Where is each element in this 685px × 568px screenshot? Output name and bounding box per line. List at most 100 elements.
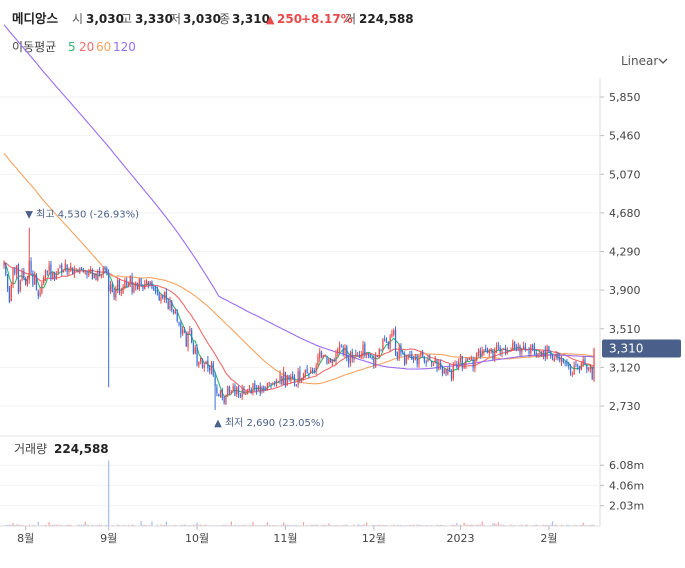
candle-body	[362, 344, 364, 356]
ma-line-20	[3, 261, 595, 394]
candle-body	[218, 394, 220, 397]
volume-bar	[52, 524, 54, 526]
candle-body	[310, 370, 312, 373]
candle-body	[118, 279, 121, 294]
candle-body	[165, 291, 168, 301]
volume-bar	[268, 524, 270, 526]
volume-bar	[353, 524, 355, 526]
candle-body	[223, 396, 225, 404]
candle-body	[95, 274, 97, 281]
volume-bar	[198, 524, 200, 526]
candle-body	[495, 346, 498, 350]
candle-body	[88, 272, 90, 276]
ma-legend-60[interactable]: 60	[96, 40, 111, 54]
volume-bar	[19, 524, 21, 526]
candle-body	[35, 275, 38, 291]
scale-dropdown-label[interactable]: Linear	[621, 54, 658, 68]
candle-body	[405, 357, 407, 364]
volume-bar	[396, 524, 398, 526]
volume-bar	[82, 524, 85, 526]
ma-legend-20[interactable]: 20	[79, 40, 94, 54]
close-value: 3,310	[232, 12, 270, 26]
candle-body	[183, 330, 186, 332]
volume-bar	[535, 524, 537, 526]
candle-body	[80, 267, 83, 270]
volume-bar	[591, 524, 593, 526]
candle-body	[593, 348, 595, 381]
volume-bar	[14, 524, 16, 526]
volume-bar	[234, 524, 236, 526]
candle-body	[524, 346, 527, 351]
candle-body	[560, 359, 563, 362]
volume-bar	[70, 524, 72, 526]
candle-body	[537, 353, 539, 356]
candle-body	[420, 352, 422, 355]
y-tick-label: 3,900	[609, 284, 641, 297]
ma-legend-5[interactable]: 5	[68, 40, 76, 54]
candle-body	[259, 386, 261, 394]
candle-body	[353, 355, 355, 360]
candle-body	[281, 375, 283, 385]
candle-body	[306, 369, 308, 374]
volume-bar	[463, 522, 465, 526]
candle-body	[539, 352, 541, 354]
volume-bar	[286, 524, 288, 526]
ma-line-5	[3, 262, 595, 398]
candle-body	[580, 363, 583, 371]
y-tick-label: 4,290	[609, 246, 641, 259]
high-value: 3,330	[135, 12, 173, 26]
candle-body	[573, 365, 575, 374]
candle-body	[329, 358, 332, 363]
volume-bar	[104, 524, 106, 526]
candle-body	[337, 349, 339, 354]
candle-body	[232, 386, 234, 391]
volume-bar	[292, 524, 294, 526]
candle-body	[375, 355, 377, 367]
candle-body	[571, 373, 573, 375]
volume-bar	[117, 524, 119, 526]
candle-body	[176, 311, 178, 321]
candle-body	[535, 352, 537, 355]
candle-body	[304, 370, 306, 377]
change-arrow-icon: ▲	[266, 13, 275, 26]
volume-bar	[409, 524, 411, 526]
candle-body	[577, 365, 579, 367]
candle-body	[160, 297, 162, 302]
volume-bar	[481, 521, 483, 526]
candle-body	[319, 351, 321, 358]
volume-bar	[133, 524, 135, 526]
chevron-down-icon[interactable]	[658, 58, 668, 64]
candle-body	[21, 271, 23, 281]
candle-body	[566, 361, 568, 366]
x-tick-label: 10월	[185, 532, 209, 545]
volume-bar	[550, 524, 552, 526]
candle-body	[144, 284, 146, 289]
candle-body	[84, 270, 86, 273]
candle-body	[387, 341, 389, 348]
price-y-axis: 5,850 5,460 5,070 4,680 4,290 3,900 3,510 3,120…	[599, 78, 641, 526]
candle-body	[519, 345, 521, 354]
volume-bar	[264, 524, 267, 526]
volume-bar	[566, 524, 568, 526]
candle-body	[393, 330, 395, 335]
volume-bar	[194, 524, 196, 526]
candle-body	[171, 301, 173, 310]
candle-body	[338, 345, 341, 351]
y-tick-label: 5,850	[609, 91, 641, 104]
ma-legend-120[interactable]: 120	[113, 40, 136, 54]
x-tick-label: 2월	[540, 532, 557, 545]
candle-body	[584, 358, 586, 365]
volume-bar	[510, 524, 512, 526]
candle-body	[506, 351, 509, 354]
scale-dropdown[interactable]: Linear	[621, 54, 668, 68]
x-axis: 8월 9월 10월 11월 12월 2023 2월	[17, 526, 557, 545]
candle-body	[449, 368, 451, 371]
volume-bar	[503, 524, 505, 526]
candle-body	[472, 359, 474, 368]
candle-body	[154, 289, 157, 291]
candle-body	[497, 345, 500, 347]
candle-body	[526, 349, 528, 351]
volume-bar	[533, 524, 536, 526]
y-tick-label: 5,460	[609, 130, 641, 143]
volume-bar	[252, 521, 254, 526]
